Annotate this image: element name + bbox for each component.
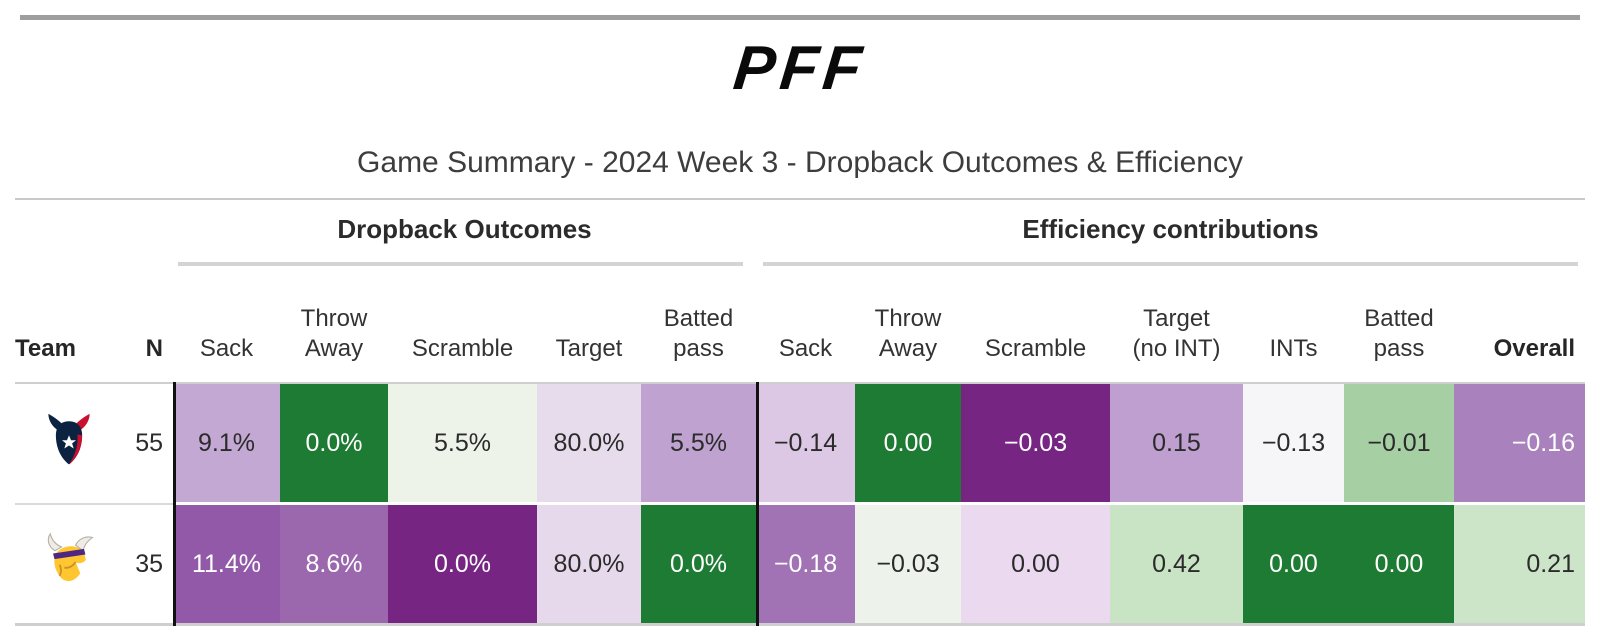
table-cell-vikings-ef_scramble: 0.00: [961, 505, 1110, 623]
table-cell-texans-do_batted_pass: 5.5%: [641, 384, 756, 502]
n-value: 35: [135, 549, 163, 578]
dropback-stats-table: Dropback Outcomes Efficiency contribution…: [15, 210, 1585, 630]
column-group-label: Efficiency contributions: [1022, 214, 1319, 244]
column-header-ef_ints: INTs: [1243, 266, 1344, 382]
column-header-label: Scramble: [984, 335, 1087, 362]
column-header-label: pass: [1373, 335, 1425, 362]
table-cell-vikings-do_batted_pass: 0.0%: [641, 505, 756, 623]
table-cell-vikings-ef_target_no_int: 0.42: [1110, 505, 1243, 623]
team-cell-vikings: [15, 505, 120, 623]
column-header-label: Sack: [778, 335, 833, 362]
column-header-ef_sack: Sack: [756, 266, 855, 382]
group-divider-line: [756, 382, 759, 626]
table-cell-texans-ef_batted_pass: −0.01: [1344, 384, 1454, 502]
column-header-label: (no INT): [1132, 335, 1221, 362]
column-header-label: Overall: [1493, 335, 1575, 362]
table-cell-texans-do_sack: 9.1%: [173, 384, 280, 502]
table-body-left-divider: [173, 382, 176, 626]
column-header-n: N: [120, 266, 173, 382]
table-cell-vikings-do_scramble: 0.0%: [388, 505, 537, 623]
table-row-texans: 55 9.1% 0.0% 5.5% 80.0% 5.5% −0.14 0.00 −0.03 0.1…: [15, 384, 1585, 502]
table-cell-texans-ef_scramble: −0.03: [961, 384, 1110, 502]
column-header-label: Away: [304, 335, 364, 362]
column-header-do_throw_away: Throw Away: [280, 266, 388, 382]
column-header-ef_throw_away: Throw Away: [855, 266, 961, 382]
column-header-ef_batted_pass: Batted pass: [1344, 266, 1454, 382]
table-cell-vikings-do_sack: 11.4%: [173, 505, 280, 623]
table-cell-texans-ef_target_no_int: 0.15: [1110, 384, 1243, 502]
pff-logo: PFF: [730, 34, 870, 103]
column-header-label: Throw: [300, 305, 368, 332]
table-cell-texans-do_throw_away: 0.0%: [280, 384, 388, 502]
column-header-ef_scramble: Scramble: [961, 266, 1110, 382]
table-cell-vikings-do_throw_away: 8.6%: [280, 505, 388, 623]
column-header-label: Target: [1143, 305, 1210, 332]
table-cell-texans-ef_overall: −0.16: [1454, 384, 1585, 502]
title-divider: [15, 198, 1585, 200]
table-cell-texans-ef_throw_away: 0.00: [855, 384, 961, 502]
table-row-vikings: 35 11.4% 8.6% 0.0% 80.0% 0.0% −0.18 −0.03 0.00 0.…: [15, 505, 1585, 623]
column-header-label: Away: [878, 335, 938, 362]
column-header-ef_overall: Overall: [1454, 266, 1585, 382]
column-header-ef_target_no_int: Target (no INT): [1110, 266, 1243, 382]
column-header-label: pass: [673, 335, 724, 362]
column-group-label: Dropback Outcomes: [337, 214, 592, 244]
team-cell-texans: [15, 384, 120, 502]
column-header-label: Batted: [1364, 305, 1434, 332]
column-header-do_sack: Sack: [173, 266, 280, 382]
row-separator: [15, 503, 173, 505]
column-header-label: Scramble: [411, 335, 514, 362]
column-header-label: N: [145, 335, 163, 362]
table-cell-vikings-do_target: 80.0%: [537, 505, 641, 623]
table-cell-texans-do_scramble: 5.5%: [388, 384, 537, 502]
top-divider: [20, 15, 1580, 20]
table-bottom-rule: [15, 623, 1585, 626]
column-header-do_target: Target: [537, 266, 641, 382]
n-value: 55: [135, 428, 163, 457]
column-header-row: Team N Sack Throw Away Scramble Target Batted pa…: [15, 266, 1585, 382]
table-cell-vikings-ef_batted_pass: 0.00: [1344, 505, 1454, 623]
column-header-do_scramble: Scramble: [388, 266, 537, 382]
column-header-label: Target: [555, 335, 623, 362]
column-header-label: Sack: [199, 335, 254, 362]
texans-logo: [39, 410, 99, 477]
column-header-do_batted_pass: Batted pass: [641, 266, 756, 382]
column-group-underline: [763, 262, 1578, 266]
table-cell-texans-do_target: 80.0%: [537, 384, 641, 502]
table-cell-vikings-ef_overall: 0.21: [1454, 505, 1585, 623]
column-header-label: INTs: [1269, 335, 1318, 362]
vikings-logo: [39, 531, 99, 598]
column-header-label: Batted: [663, 305, 734, 332]
table-cell-vikings-ef_sack: −0.18: [756, 505, 855, 623]
report-title: Game Summary - 2024 Week 3 - Dropback Ou…: [357, 146, 1243, 179]
column-header-label: Throw: [874, 305, 942, 332]
header-bottom-rule: [15, 382, 1585, 384]
table-cell-texans-ef_ints: −0.13: [1243, 384, 1344, 502]
table-cell-vikings-ef_ints: 0.00: [1243, 505, 1344, 623]
column-header-team: Team: [15, 266, 120, 382]
column-group-underline: [178, 262, 743, 266]
table-cell-vikings-ef_throw_away: −0.03: [855, 505, 961, 623]
column-header-label: Team: [15, 335, 76, 362]
table-cell-texans-ef_sack: −0.14: [756, 384, 855, 502]
